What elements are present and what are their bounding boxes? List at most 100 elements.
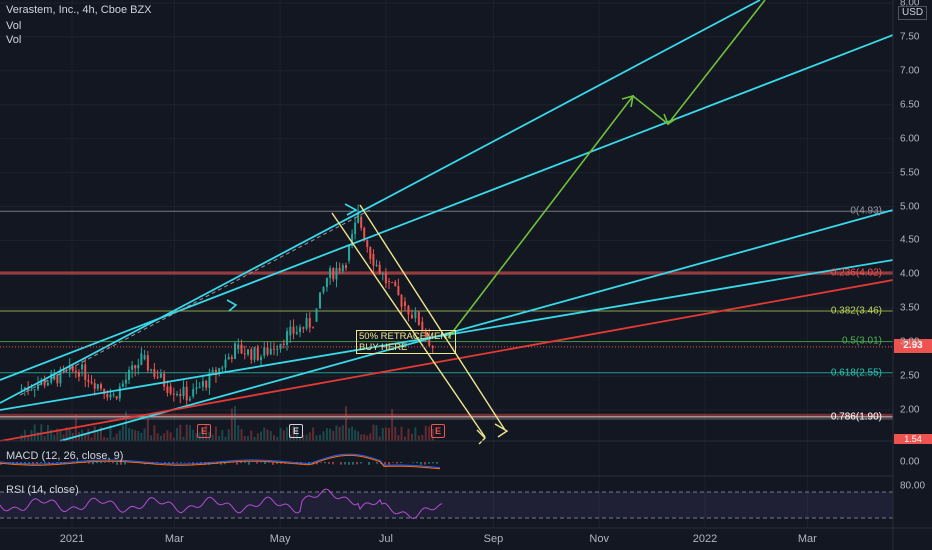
volume-bar bbox=[62, 434, 65, 441]
volume-bar bbox=[394, 426, 397, 441]
volume-bar bbox=[137, 430, 140, 441]
time-tick-label: Mar bbox=[797, 533, 817, 545]
candle-body bbox=[46, 382, 49, 386]
volume-bar bbox=[56, 428, 59, 441]
volume-bar bbox=[106, 437, 109, 441]
candle-body bbox=[341, 265, 344, 272]
volume-bar bbox=[201, 429, 204, 441]
volume-bar bbox=[256, 433, 259, 441]
volume-bar bbox=[146, 417, 149, 441]
macd-histogram-bar bbox=[264, 462, 266, 464]
last-price-tag: 2.93 bbox=[894, 339, 932, 353]
candle-body bbox=[302, 327, 305, 329]
volume-bar bbox=[357, 431, 360, 441]
macd-histogram-bar bbox=[100, 462, 102, 464]
price-tick-label: 2.50 bbox=[900, 370, 920, 382]
candle-body bbox=[87, 379, 90, 382]
macd-pane bbox=[0, 453, 442, 470]
earnings-badge[interactable]: E bbox=[197, 424, 211, 438]
candle-body bbox=[37, 384, 40, 390]
volume-bar bbox=[205, 425, 208, 441]
candle-body bbox=[208, 372, 211, 388]
candle-body bbox=[182, 386, 185, 397]
price-tick-label: 4.00 bbox=[900, 268, 920, 280]
macd-signal-line bbox=[0, 454, 441, 470]
candle-body bbox=[322, 287, 325, 293]
candle-body bbox=[198, 386, 201, 388]
macd-histogram-bar bbox=[392, 462, 394, 463]
currency-badge[interactable]: USD bbox=[898, 6, 928, 20]
candle-body bbox=[256, 347, 259, 361]
candle-body bbox=[315, 308, 318, 322]
candle-body bbox=[121, 383, 124, 387]
candle-body bbox=[163, 373, 166, 387]
fib-level-label: 0.786(1.90) bbox=[830, 411, 882, 423]
drawing-tools bbox=[0, 0, 894, 445]
macd-histogram-bar bbox=[388, 462, 390, 465]
macd-histogram-bar bbox=[344, 462, 346, 465]
candle-body bbox=[325, 277, 328, 288]
macd-histogram-bar bbox=[180, 462, 182, 463]
candle-body bbox=[205, 380, 208, 388]
volume-indicator-label[interactable]: Vol bbox=[6, 20, 22, 32]
candle-body bbox=[421, 321, 424, 332]
time-tick-label: 2022 bbox=[692, 533, 718, 545]
candle-body bbox=[428, 336, 431, 346]
volume-bar bbox=[188, 425, 191, 441]
price-tick-label: 6.00 bbox=[900, 133, 920, 145]
price-tick-label: 4.50 bbox=[900, 234, 920, 246]
volume-bar bbox=[227, 429, 230, 441]
candle-body bbox=[115, 396, 118, 399]
candle-body bbox=[351, 234, 354, 246]
volume-bar bbox=[292, 425, 295, 441]
upper-trendline bbox=[0, 0, 761, 404]
macd-axis-tick: 0.00 bbox=[900, 456, 920, 468]
price-series bbox=[20, 204, 434, 406]
volume-bar bbox=[128, 428, 131, 441]
candle-body bbox=[312, 327, 315, 329]
macd-histogram-bar bbox=[196, 462, 198, 463]
macd-histogram-bar bbox=[384, 462, 386, 465]
candle-body bbox=[299, 327, 302, 333]
volume-bar bbox=[424, 425, 427, 441]
macd-histogram-bar bbox=[96, 462, 98, 464]
symbol-title[interactable]: Verastem, Inc., 4h, Cboe BZX bbox=[6, 4, 152, 16]
macd-histogram-bar bbox=[112, 462, 114, 464]
macd-histogram-bar bbox=[320, 462, 322, 463]
macd-histogram-bar bbox=[88, 462, 90, 464]
volume-bar bbox=[263, 427, 266, 441]
macd-label[interactable]: MACD (12, 26, close, 9) bbox=[6, 450, 124, 462]
price-tick-label: 2.00 bbox=[900, 404, 920, 416]
candle-body bbox=[185, 386, 188, 401]
candle-body bbox=[289, 326, 292, 336]
candle-body bbox=[417, 311, 420, 325]
candle-body bbox=[384, 273, 387, 284]
candle-body bbox=[366, 240, 369, 248]
candle-body bbox=[124, 379, 127, 384]
volume-bar bbox=[159, 435, 162, 441]
candle-body bbox=[394, 282, 397, 287]
candle-body bbox=[159, 373, 162, 378]
projection-path bbox=[447, 0, 766, 339]
earnings-badge[interactable]: E bbox=[289, 424, 303, 438]
candle-body bbox=[137, 364, 140, 369]
volume-bar bbox=[65, 427, 68, 441]
candle-body bbox=[357, 212, 360, 223]
macd-histogram-bar bbox=[256, 462, 258, 464]
volume-bar bbox=[366, 435, 369, 441]
volume-bar bbox=[410, 433, 413, 441]
volume-bar bbox=[195, 433, 198, 441]
volume-bar bbox=[93, 426, 96, 441]
candle-body bbox=[40, 379, 43, 385]
volume-bar bbox=[237, 425, 240, 441]
retracement-note[interactable]: 50% RETRACEMENT BUY HERE bbox=[356, 330, 456, 354]
candle-body bbox=[56, 374, 59, 384]
volume-bar bbox=[253, 436, 256, 441]
candle-body bbox=[403, 301, 406, 306]
candle-body bbox=[23, 387, 26, 389]
earnings-badge[interactable]: E bbox=[431, 424, 445, 438]
volume-indicator-label[interactable]: Vol bbox=[6, 34, 22, 46]
volume-bar bbox=[414, 427, 417, 441]
rsi-label[interactable]: RSI (14, close) bbox=[6, 484, 79, 496]
